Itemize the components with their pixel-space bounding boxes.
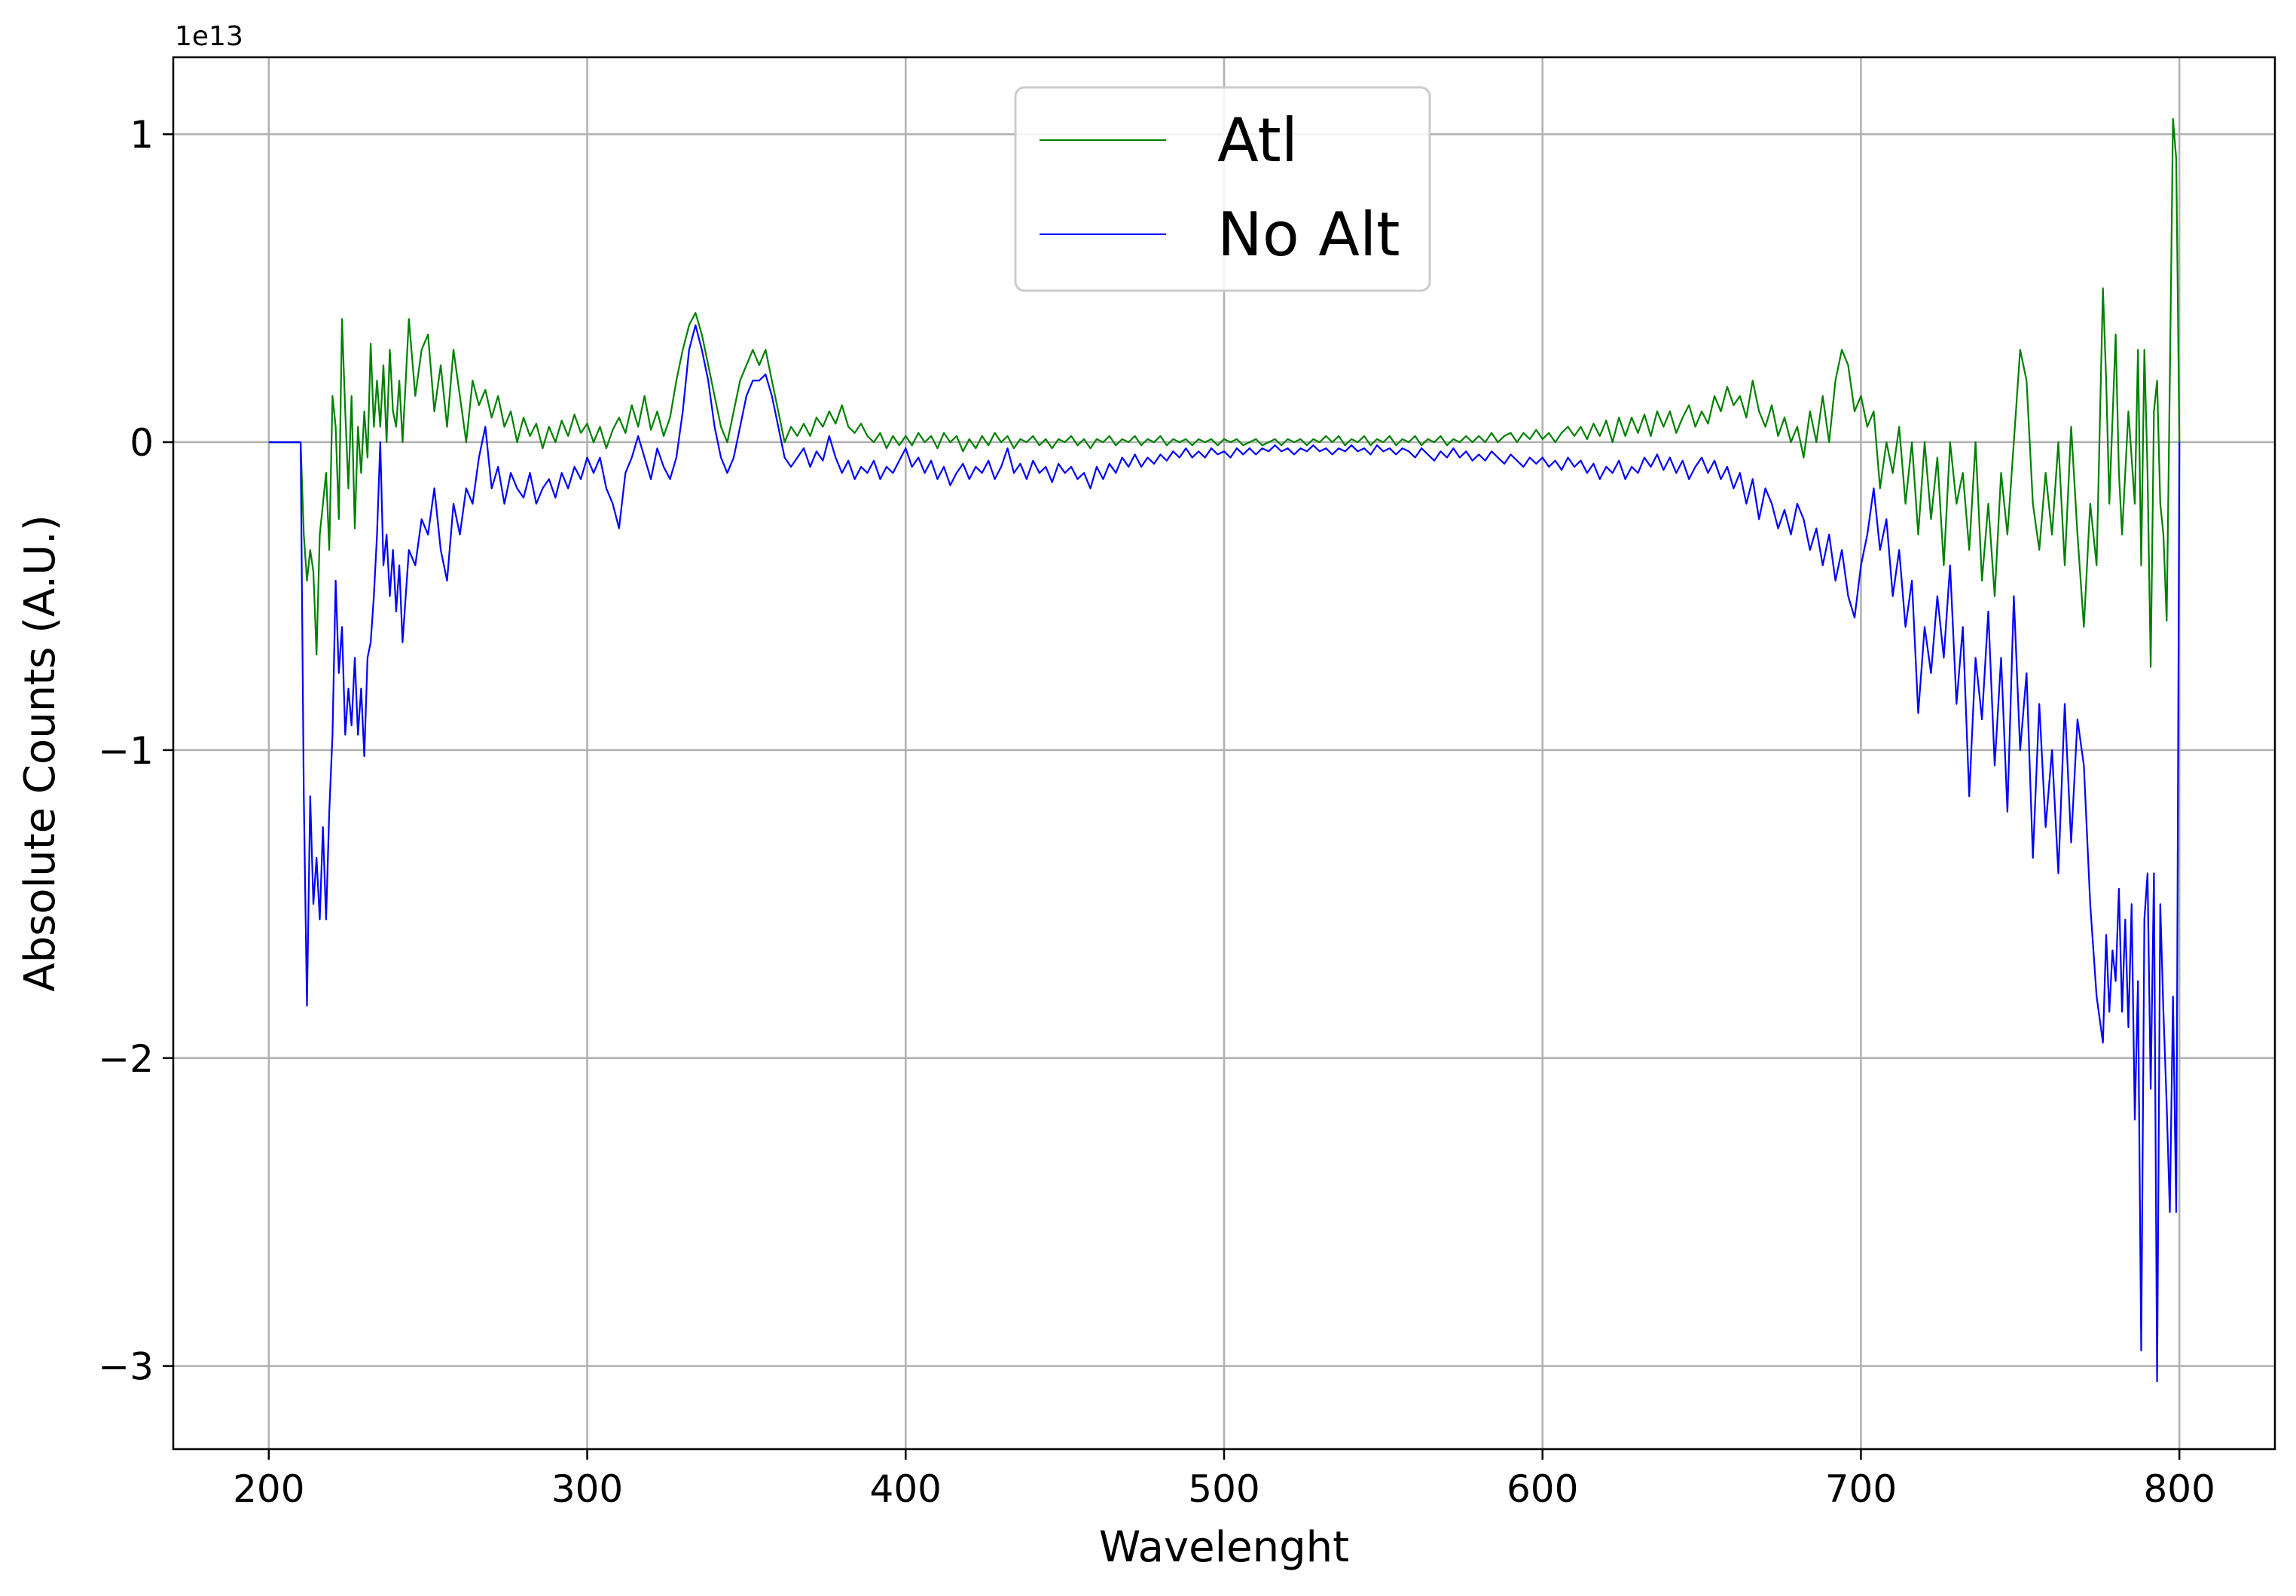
series-line-no-alt — [268, 324, 2181, 1383]
legend-box — [1014, 86, 1431, 292]
y-offset-label: 1e13 — [175, 21, 243, 52]
x-tick-label: 400 — [870, 1467, 942, 1511]
y-tick-label: 0 — [130, 421, 154, 465]
axis-ticks: 200 300 400 500 600 700 800 −3 −2 −1 0 1 — [98, 113, 2215, 1511]
x-tick-label: 300 — [551, 1467, 623, 1511]
x-tick-label: 800 — [2143, 1467, 2215, 1511]
x-tick-label: 500 — [1188, 1467, 1259, 1511]
x-axis-label: Wavelenght — [1099, 1523, 1349, 1572]
series-line-atl — [268, 117, 2181, 668]
legend: Atl No Alt — [1014, 86, 1431, 292]
y-tick-label: −1 — [98, 729, 154, 773]
y-tick-label: 1 — [130, 113, 154, 157]
legend-label-atl: Atl — [1217, 105, 1298, 175]
y-tick-label: −3 — [98, 1345, 154, 1389]
x-tick-label: 600 — [1507, 1467, 1578, 1511]
legend-label-no-alt: No Alt — [1217, 200, 1400, 270]
series-lines — [268, 117, 2181, 1383]
y-axis-label: Absolute Counts (A.U.) — [16, 514, 65, 991]
x-tick-label: 700 — [1825, 1467, 1897, 1511]
y-tick-label: −2 — [98, 1037, 154, 1081]
x-tick-label: 200 — [233, 1467, 304, 1511]
